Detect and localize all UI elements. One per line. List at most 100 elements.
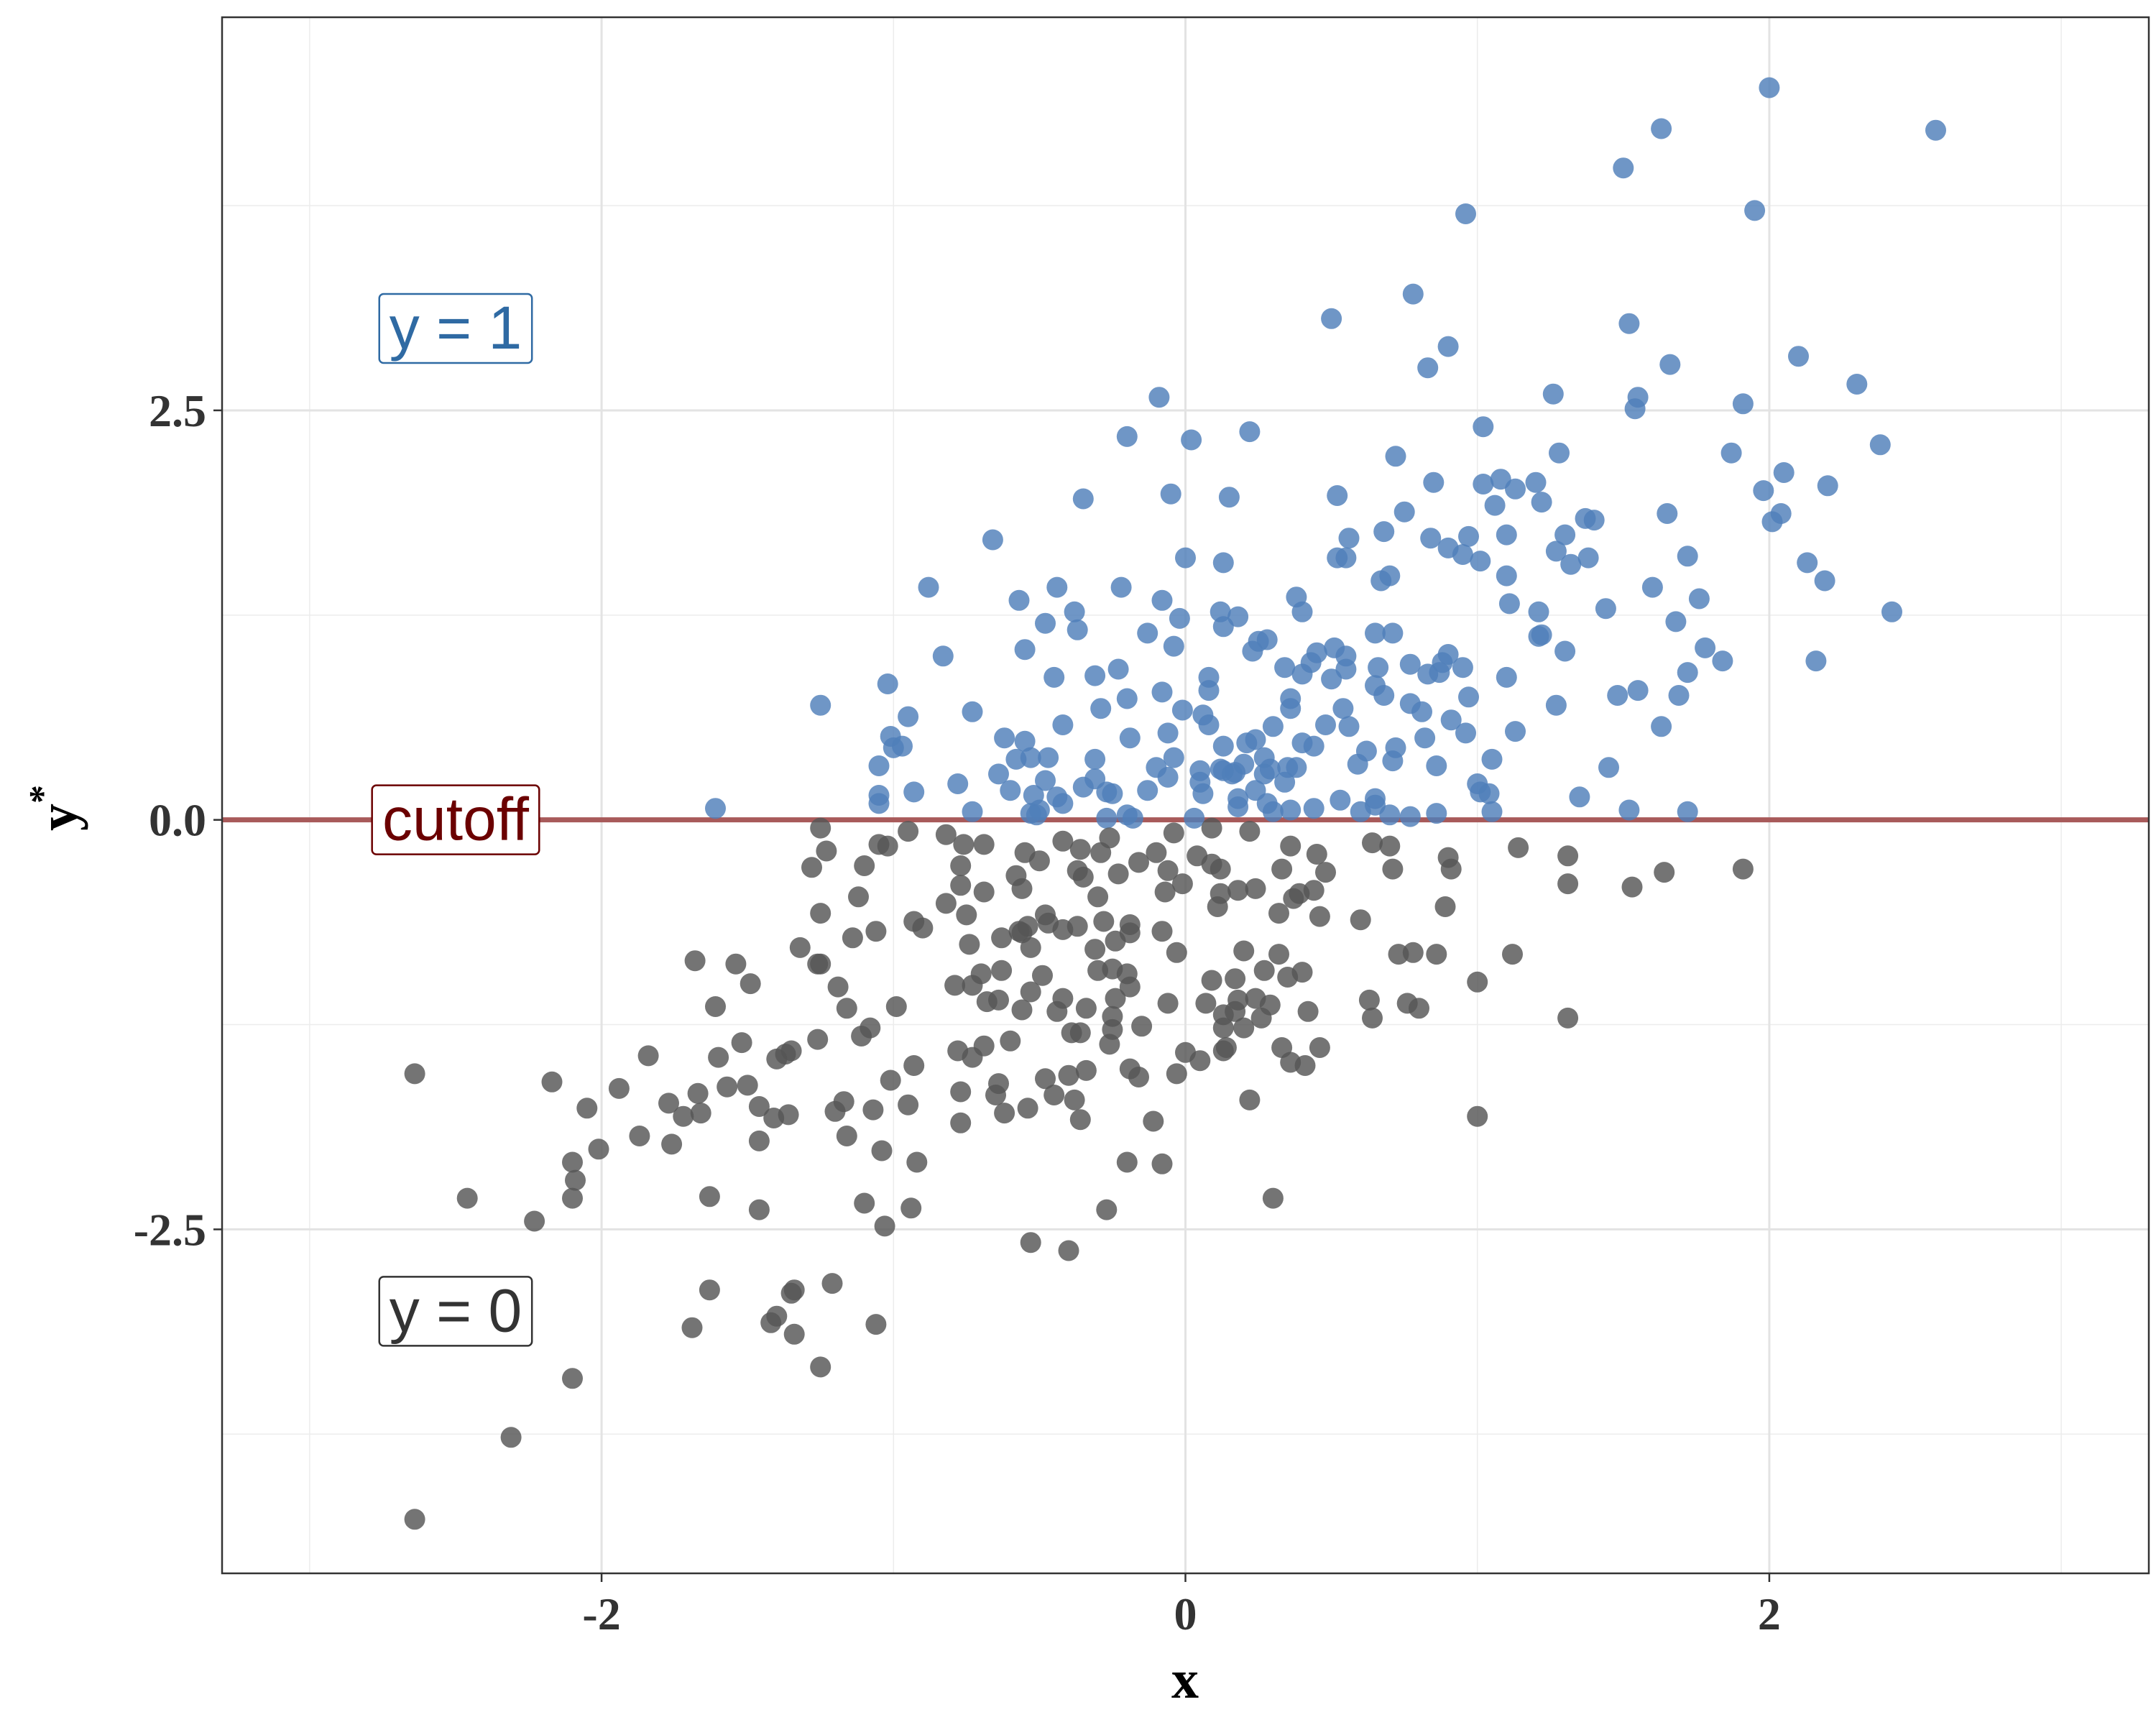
point-s1-169 [1189, 1050, 1211, 1072]
point-s0-132 [1627, 680, 1649, 702]
point-s1-84 [1233, 940, 1255, 962]
point-s1-149 [1131, 1016, 1153, 1037]
point-s0-0 [1759, 77, 1780, 98]
point-s1-193 [1064, 1089, 1085, 1110]
point-s0-114 [1677, 662, 1698, 684]
point-s1-29 [1028, 850, 1050, 872]
point-s0-120 [1084, 665, 1106, 686]
x-tick-label-1: 0 [1174, 1588, 1197, 1639]
point-s0-151 [1198, 714, 1220, 735]
y-axis-title-superscript: * [22, 785, 63, 804]
point-s1-111 [740, 973, 761, 995]
point-s0-58 [1677, 546, 1698, 567]
point-s1-85 [1268, 944, 1289, 965]
point-s1-219 [854, 1192, 875, 1214]
point-s0-16 [1846, 374, 1868, 395]
point-s1-102 [991, 960, 1013, 981]
point-s0-134 [1458, 686, 1479, 708]
point-s0-129 [1151, 681, 1173, 703]
point-s1-222 [1020, 1232, 1041, 1254]
point-s1-24 [1508, 837, 1529, 858]
point-s0-234 [1350, 801, 1371, 822]
point-s1-232 [780, 1282, 802, 1304]
point-s1-75 [1268, 903, 1289, 924]
point-s1-52 [1011, 878, 1033, 899]
data-points [404, 77, 1946, 1530]
point-s1-163 [766, 1048, 788, 1070]
point-s1-27 [854, 855, 875, 876]
point-s0-158 [1014, 730, 1036, 752]
point-s0-40 [1484, 494, 1506, 516]
point-s0-75 [1151, 589, 1173, 611]
point-s0-29 [1423, 472, 1445, 493]
point-s1-141 [807, 1029, 829, 1050]
point-s1-9 [1239, 821, 1261, 842]
point-s1-36 [1382, 858, 1404, 880]
point-s1-119 [1195, 993, 1217, 1014]
point-s1-129 [1011, 999, 1033, 1021]
point-s1-187 [690, 1103, 711, 1124]
point-s0-135 [1116, 688, 1138, 709]
point-s1-131 [1075, 998, 1097, 1019]
point-s0-130 [1198, 680, 1220, 702]
point-s0-74 [1688, 588, 1710, 610]
point-s0-218 [903, 781, 925, 803]
point-s0-240 [1426, 803, 1447, 824]
point-s1-188 [748, 1096, 770, 1117]
point-s1-182 [1239, 1089, 1261, 1110]
point-s1-207 [588, 1138, 609, 1160]
point-s0-37 [1753, 480, 1774, 502]
point-s1-26 [801, 857, 822, 878]
point-s1-34 [1271, 858, 1293, 880]
annotation-1: y = 0 [378, 1276, 533, 1347]
point-s1-212 [1116, 1151, 1138, 1173]
point-s1-2 [935, 824, 957, 845]
point-s1-194 [1044, 1085, 1065, 1105]
point-s1-76 [1309, 906, 1330, 927]
point-s1-165 [962, 1046, 983, 1068]
point-s1-235 [821, 1273, 843, 1294]
point-s0-207 [1000, 780, 1021, 801]
point-s0-163 [1414, 727, 1436, 749]
point-s0-164 [1455, 722, 1476, 744]
point-s0-23 [1869, 434, 1891, 456]
point-s0-45 [1583, 510, 1605, 531]
point-s0-22 [1473, 416, 1494, 438]
cutoff-label: cutoff [371, 784, 540, 855]
point-s0-232 [1303, 798, 1325, 819]
point-s1-4 [953, 834, 975, 855]
point-s0-190 [1020, 747, 1041, 768]
point-s0-7 [1321, 308, 1342, 329]
point-s0-241 [1020, 803, 1041, 824]
point-s0-39 [1531, 492, 1552, 513]
point-s1-224 [1096, 1199, 1118, 1220]
point-s0-173 [1481, 748, 1503, 770]
point-s0-68 [1212, 552, 1234, 574]
point-s0-152 [1440, 709, 1462, 731]
point-s1-218 [748, 1199, 770, 1220]
point-s0-210 [1137, 780, 1158, 801]
point-s1-216 [565, 1169, 586, 1191]
point-s1-240 [500, 1427, 522, 1448]
point-s1-58 [1283, 888, 1304, 909]
point-s1-100 [944, 975, 966, 996]
point-s1-139 [1409, 998, 1429, 1019]
point-s0-180 [1163, 747, 1184, 768]
point-s1-18 [1069, 839, 1091, 860]
point-s0-157 [994, 727, 1015, 749]
point-s1-198 [629, 1126, 650, 1146]
point-s1-15 [877, 835, 898, 857]
point-s0-65 [1370, 570, 1392, 592]
point-s1-90 [684, 950, 706, 972]
point-s0-117 [1368, 657, 1389, 678]
point-s1-69 [956, 904, 977, 926]
point-s0-62 [1452, 544, 1473, 565]
point-s1-88 [1426, 944, 1447, 965]
point-s1-12 [1362, 832, 1383, 854]
point-s1-73 [1067, 916, 1088, 937]
point-s1-42 [1072, 866, 1094, 888]
point-s0-149 [1052, 714, 1074, 735]
point-s1-241 [404, 1509, 425, 1530]
point-s0-86 [1169, 607, 1190, 629]
point-s0-174 [1382, 750, 1404, 772]
